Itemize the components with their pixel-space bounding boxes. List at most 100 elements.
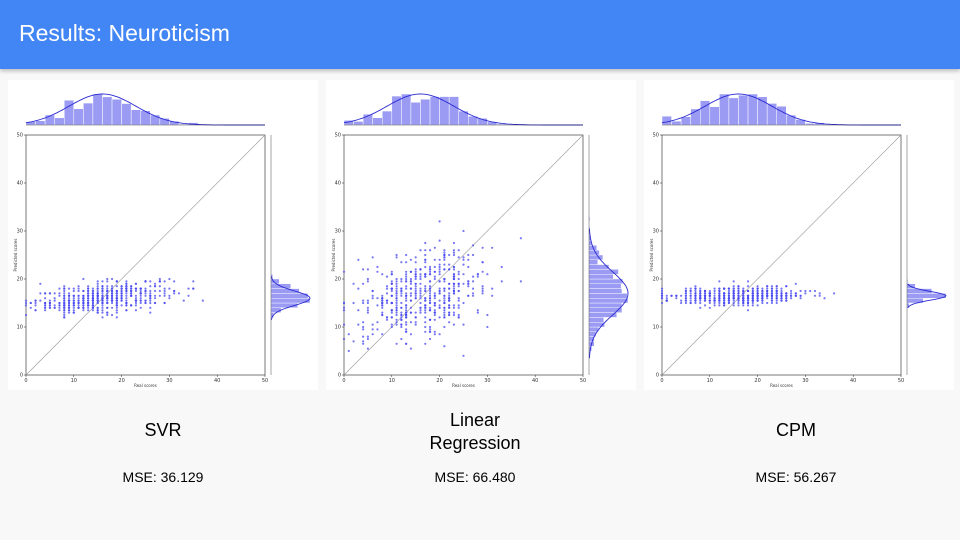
data-point [519, 237, 522, 240]
data-point [72, 301, 75, 305]
data-point [63, 313, 66, 317]
data-point [110, 301, 114, 305]
data-point [742, 294, 745, 297]
data-point [34, 301, 37, 305]
data-point [737, 292, 740, 295]
data-point [77, 285, 80, 288]
data-point [110, 299, 114, 302]
data-point [438, 239, 441, 242]
data-point [500, 265, 503, 269]
data-point [87, 287, 90, 290]
data-point [125, 282, 128, 285]
data-point [699, 294, 702, 297]
histogram-bar [709, 106, 720, 126]
data-point [684, 294, 687, 297]
data-point [362, 268, 365, 271]
data-point [467, 282, 470, 285]
data-point [708, 289, 711, 293]
data-point [780, 292, 783, 295]
data-point [48, 306, 52, 309]
data-point [82, 306, 85, 309]
data-point [737, 301, 740, 305]
data-point [91, 306, 95, 309]
data-point [149, 306, 152, 309]
data-point [766, 294, 769, 297]
scatter-points [24, 277, 204, 319]
data-point [424, 289, 427, 293]
data-point [424, 249, 427, 252]
data-point [371, 289, 374, 293]
data-point [761, 299, 764, 302]
data-point [405, 277, 408, 281]
data-point [414, 261, 417, 264]
data-point [134, 287, 138, 290]
data-point [87, 304, 90, 307]
data-point [419, 277, 422, 281]
data-point [467, 265, 470, 269]
identity-line [343, 134, 584, 376]
data-point [789, 297, 793, 300]
data-point [110, 294, 114, 297]
right-marginal-histogram [270, 273, 311, 318]
data-point [438, 220, 441, 223]
data-point [405, 253, 408, 257]
data-point [149, 301, 152, 305]
data-point [756, 297, 759, 300]
data-point [400, 289, 403, 293]
data-point [139, 292, 142, 295]
data-point [106, 301, 109, 305]
data-point [414, 275, 417, 278]
data-point [395, 306, 398, 309]
data-point [63, 311, 66, 314]
data-point [428, 299, 432, 302]
data-point [732, 292, 735, 295]
data-point [742, 292, 745, 295]
data-point [732, 299, 735, 302]
data-point [780, 289, 783, 293]
data-point [684, 289, 687, 293]
data-point [130, 304, 133, 307]
data-point [775, 301, 778, 305]
data-point [106, 280, 109, 283]
data-point [405, 299, 408, 302]
data-point [424, 325, 427, 329]
data-point [395, 301, 398, 305]
data-point [452, 277, 456, 281]
data-point [58, 287, 61, 290]
data-point [424, 316, 427, 319]
histogram-bar [121, 103, 132, 126]
data-point [72, 289, 75, 293]
data-point [139, 294, 142, 297]
data-point [409, 280, 413, 283]
data-point [390, 325, 393, 329]
data-point [395, 304, 398, 307]
data-point [177, 292, 181, 295]
data-point [462, 354, 465, 357]
data-point [405, 261, 408, 264]
data-point [405, 270, 408, 273]
data-point [101, 280, 104, 283]
data-point [409, 277, 413, 281]
data-point [443, 313, 446, 317]
data-point [400, 313, 403, 317]
data-point [182, 299, 185, 302]
histogram-bar [420, 98, 431, 126]
scatter-chart-svg: 0 10 20 30 40 50 0 10 20 30 40 50 Real scores Predict… [13, 93, 311, 388]
data-point [770, 301, 774, 305]
data-point [689, 289, 692, 293]
data-point [96, 311, 99, 314]
data-point [414, 270, 417, 273]
data-point [457, 289, 460, 293]
data-point [115, 280, 118, 283]
data-point [660, 292, 664, 295]
data-point [689, 287, 692, 290]
data-point [443, 268, 446, 271]
data-point [708, 301, 711, 305]
data-point [395, 311, 398, 314]
data-point [144, 292, 147, 295]
data-point [428, 273, 432, 276]
y-tick-label: 0 [656, 373, 659, 379]
data-point [106, 311, 109, 314]
data-point [77, 287, 80, 290]
data-point [770, 289, 774, 293]
